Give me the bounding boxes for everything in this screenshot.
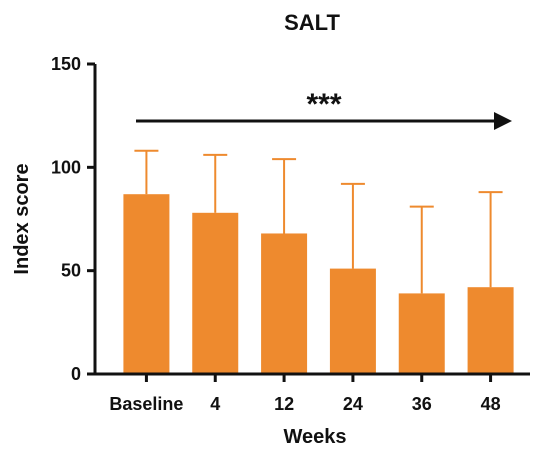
bar (398, 293, 445, 374)
bar (261, 233, 308, 374)
bar (329, 268, 376, 374)
arrow-head-icon (494, 112, 512, 130)
bars (123, 194, 514, 374)
x-tick-label: 24 (343, 394, 363, 414)
y-axis-label: Index score (11, 163, 33, 274)
x-axis-label: Weeks (283, 426, 346, 448)
significance-arrow (136, 112, 512, 130)
y-tick-label: 50 (61, 261, 81, 281)
chart-title: SALT (284, 10, 340, 35)
bar (467, 287, 514, 374)
x-tick-label: Baseline (109, 394, 183, 414)
y-tick-label: 150 (51, 54, 81, 74)
error-bars (134, 149, 503, 294)
bar (192, 212, 239, 374)
x-tick-label: 12 (274, 394, 294, 414)
axes (87, 62, 530, 382)
y-tick-label: 0 (71, 364, 81, 384)
x-tick-labels: Baseline 4 12 24 36 48 (109, 394, 500, 414)
bar (123, 194, 170, 374)
x-tick-label: 36 (412, 394, 432, 414)
significance-label: *** (306, 88, 341, 121)
y-tick-labels: 0 50 100 150 (51, 54, 81, 384)
y-tick-label: 100 (51, 157, 81, 177)
x-tick-label: 48 (481, 394, 501, 414)
x-tick-label: 4 (210, 394, 220, 414)
